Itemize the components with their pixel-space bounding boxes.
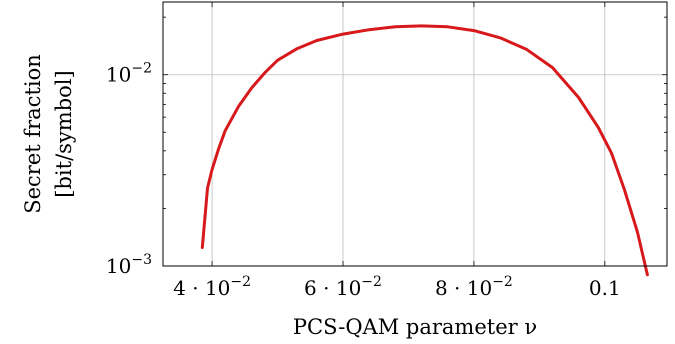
grid-lines xyxy=(163,2,667,267)
x-tick-label-exponent: −2 xyxy=(230,274,251,290)
series-layer xyxy=(200,24,649,277)
x-tick-label: 4 · 10−2 xyxy=(173,274,251,300)
x-tick-label-base: 8 · 10 xyxy=(435,276,492,300)
y-tick-label: 10−2 xyxy=(106,61,152,87)
y-axis-title-line-2: [bit/symbol] xyxy=(52,70,76,197)
x-tick-label: 6 · 10−2 xyxy=(304,274,382,300)
y-axis-title-line-1: Secret fraction xyxy=(21,54,45,214)
x-tick-label: 8 · 10−2 xyxy=(435,274,513,300)
y-tick-label-exponent: −3 xyxy=(131,252,152,268)
x-tick-label-base: 0.1 xyxy=(589,276,621,300)
x-tick-label: 0.1 xyxy=(589,276,621,300)
y-tick-label-exponent: −2 xyxy=(131,61,152,77)
x-tick-label-base: 4 · 10 xyxy=(173,276,230,300)
y-axis-title: Secret fraction [bit/symbol] xyxy=(21,54,76,214)
axis-ticks xyxy=(163,2,667,267)
y-tick-label-base: 10 xyxy=(106,254,131,278)
x-axis-title: PCS-QAM parameter ν xyxy=(293,315,537,339)
x-tick-labels: 4 · 10−2 6 · 10−2 8 · 10−2 0.1 xyxy=(173,274,621,300)
x-tick-label-exponent: −2 xyxy=(361,274,382,290)
y-tick-label: 10−3 xyxy=(106,252,152,278)
x-tick-label-base: 6 · 10 xyxy=(304,276,361,300)
y-tick-labels: 10−310−2 xyxy=(106,61,152,278)
series-line xyxy=(200,24,649,277)
plot-frame xyxy=(162,1,668,267)
y-tick-label-base: 10 xyxy=(106,63,131,87)
x-tick-label-exponent: −2 xyxy=(492,274,513,290)
